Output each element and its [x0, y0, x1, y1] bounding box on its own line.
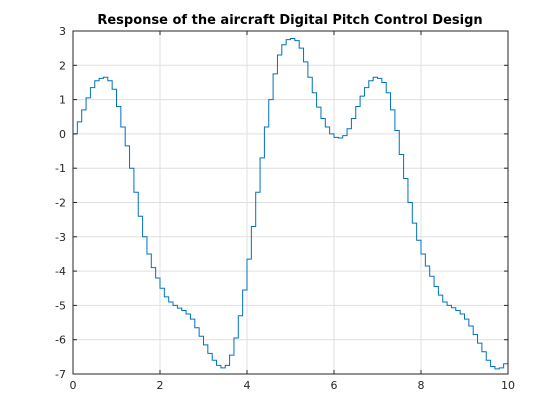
x-tick-label: 0 — [70, 379, 77, 392]
y-tick-label: -4 — [55, 265, 66, 278]
x-tick-label: 4 — [244, 379, 251, 392]
y-tick-label: -1 — [55, 162, 66, 175]
chart-title: Response of the aircraft Digital Pitch C… — [97, 13, 482, 28]
y-tick-label: -2 — [55, 197, 66, 210]
x-tick-label: 6 — [331, 379, 338, 392]
x-tick-label: 10 — [501, 379, 515, 392]
y-tick-label: -5 — [55, 299, 66, 312]
y-tick-label: 1 — [59, 94, 66, 107]
y-tick-label: 3 — [59, 25, 66, 38]
y-tick-label: -6 — [55, 334, 66, 347]
x-tick-label: 2 — [157, 379, 164, 392]
series-layer — [73, 38, 509, 370]
grid — [73, 31, 508, 374]
series-line-0 — [73, 38, 509, 370]
y-tick-label: -7 — [55, 368, 66, 381]
y-tick-label: 0 — [59, 128, 66, 141]
x-tick-label: 8 — [418, 379, 425, 392]
y-tick-label: 2 — [59, 59, 66, 72]
y-tick-label: -3 — [55, 231, 66, 244]
